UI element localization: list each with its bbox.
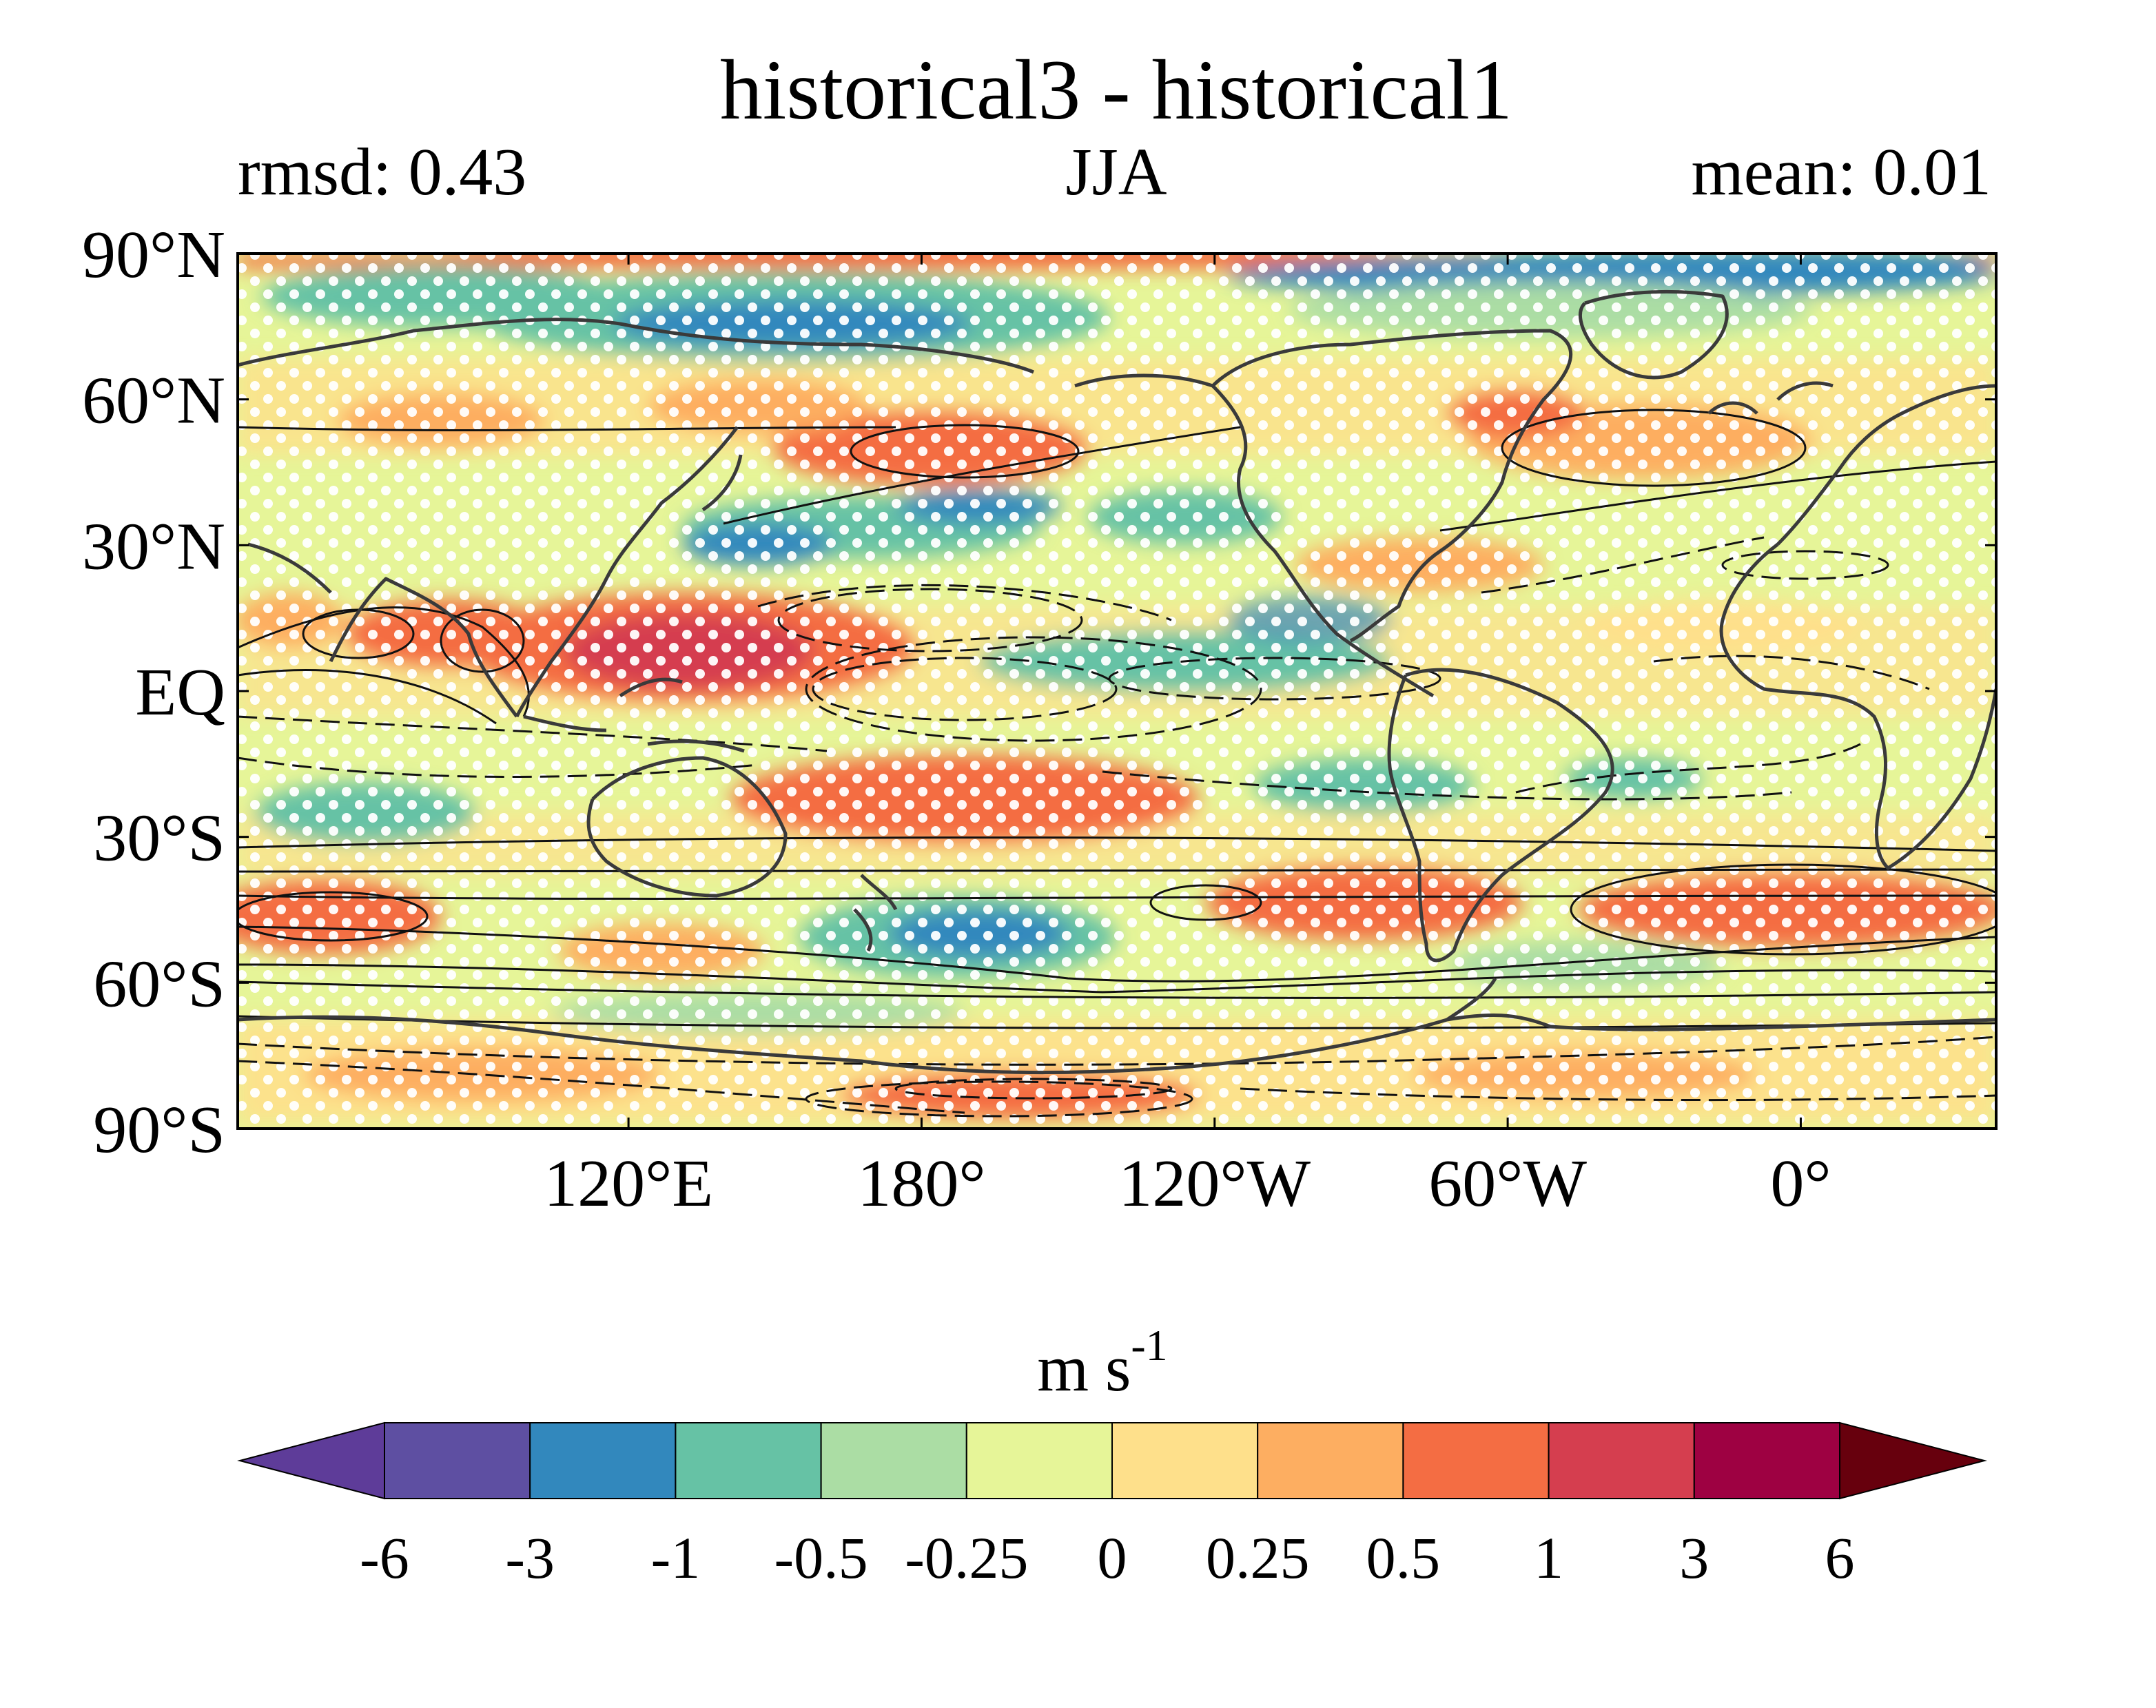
colorbar-swatch [1257, 1422, 1404, 1499]
center-subtitle: JJA [1065, 135, 1167, 209]
lon-tick-label: 120°W [1118, 1146, 1311, 1221]
colorbar-tick-label: -0.5 [774, 1525, 868, 1591]
lon-tick-label: 60°W [1428, 1146, 1587, 1221]
right-subtitle: mean: 0.01 [1692, 135, 1991, 209]
colorbar-tick-label: 0 [1098, 1525, 1127, 1591]
colorbar-tick-label: 3 [1679, 1525, 1709, 1591]
colorbar: -6 -3 -1 -0.5 -0.25 0 0.25 0.5 1 3 6 [237, 1421, 1987, 1591]
colorbar-swatch [820, 1422, 967, 1499]
units-base: m s [1037, 1331, 1131, 1405]
colorbar-tick-label: 6 [1825, 1525, 1855, 1591]
lon-tick-label: 180° [857, 1146, 985, 1221]
colorbar-extend-low [237, 1421, 385, 1500]
colorbar-swatch [384, 1422, 531, 1499]
colorbar-swatch [965, 1422, 1113, 1499]
left-subtitle: rmsd: 0.43 [238, 135, 526, 209]
colorbar-swatch [1548, 1422, 1695, 1499]
plot-title: historical3 - historical1 [720, 43, 1512, 137]
colorbar-swatch [1693, 1422, 1841, 1499]
climatology-contours-negative [238, 536, 1996, 1118]
lon-tick-label: 120°E [544, 1146, 713, 1221]
coastlines [238, 289, 1996, 1075]
colorbar-tick-label: 0.25 [1206, 1525, 1310, 1591]
lat-tick-label: 90°N [82, 218, 225, 292]
units-exponent: -1 [1131, 1321, 1167, 1370]
colorbar-tick-label: -1 [651, 1525, 701, 1591]
colorbar-swatch [1402, 1422, 1550, 1499]
lat-tick-label: 30°S [93, 801, 225, 876]
latitude-axis: 90°N 60°N 30°N EQ 30°S 60°S 90°S [82, 218, 1996, 1167]
lat-tick-label: 30°N [82, 509, 225, 584]
colorbar-tick-label: -6 [360, 1525, 409, 1591]
colorbar-tick-label: 1 [1534, 1525, 1563, 1591]
colorbar-tick-label: -3 [505, 1525, 555, 1591]
colorbar-extend-high [1839, 1421, 1987, 1500]
colorbar-units: m s-1 [1037, 1321, 1167, 1405]
lon-tick-label: 0° [1770, 1146, 1831, 1221]
lat-tick-label: 60°S [93, 947, 225, 1021]
colorbar-tick-label: 0.5 [1366, 1525, 1441, 1591]
longitude-axis: 120°E 180° 120°W 60°W 0° [544, 254, 1831, 1221]
colorbar-swatch [1111, 1422, 1259, 1499]
lat-tick-label: 60°N [82, 364, 225, 438]
lat-tick-label: EQ [135, 655, 225, 730]
colorbar-swatch [675, 1422, 822, 1499]
lat-tick-label: 90°S [93, 1093, 225, 1167]
colorbar-swatch [529, 1422, 677, 1499]
colorbar-tick-label: -0.25 [905, 1525, 1028, 1591]
